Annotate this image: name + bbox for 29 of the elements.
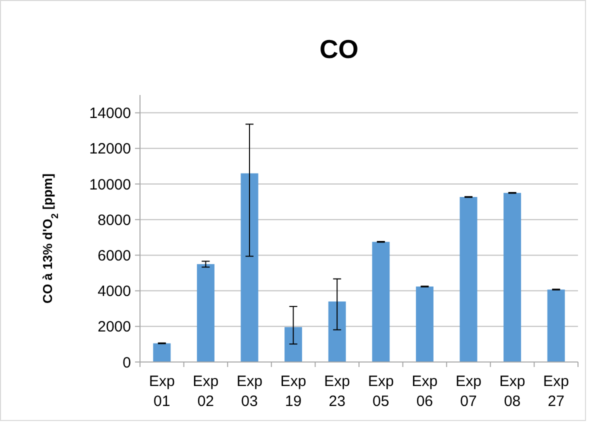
y-tick-label: 14000 — [89, 105, 131, 122]
x-tick-label: Exp 23 — [324, 373, 350, 410]
bar — [460, 196, 478, 362]
bar — [372, 242, 390, 362]
y-tick-label: 6000 — [98, 247, 131, 264]
bar — [416, 286, 434, 362]
x-tick-label: Exp 01 — [148, 373, 175, 410]
bar — [240, 173, 258, 362]
x-tick-label: Exp 02 — [192, 373, 219, 410]
bar — [328, 301, 346, 362]
y-tick-label: 4000 — [98, 283, 131, 300]
x-tick-label: Exp 03 — [236, 373, 262, 410]
y-tick-label: 12000 — [89, 140, 131, 158]
chart-title: CO — [320, 34, 358, 64]
x-tick-label: Exp 07 — [456, 373, 482, 410]
x-tick-label: Exp 08 — [499, 373, 526, 410]
x-tick-label: Exp 19 — [280, 373, 306, 410]
x-tick-label: Exp 27 — [543, 373, 570, 410]
bar — [504, 192, 522, 362]
bar — [547, 290, 565, 362]
bar — [153, 343, 171, 362]
y-tick-label: 8000 — [98, 212, 131, 229]
x-tick-label: Exp 05 — [368, 373, 394, 410]
y-tick-label: 0 — [122, 354, 131, 372]
bar — [284, 327, 302, 362]
y-tick-label: 2000 — [98, 318, 131, 336]
x-tick-label: Exp 06 — [412, 373, 438, 410]
bar — [196, 264, 214, 362]
y-tick-label: 10000 — [89, 176, 131, 194]
